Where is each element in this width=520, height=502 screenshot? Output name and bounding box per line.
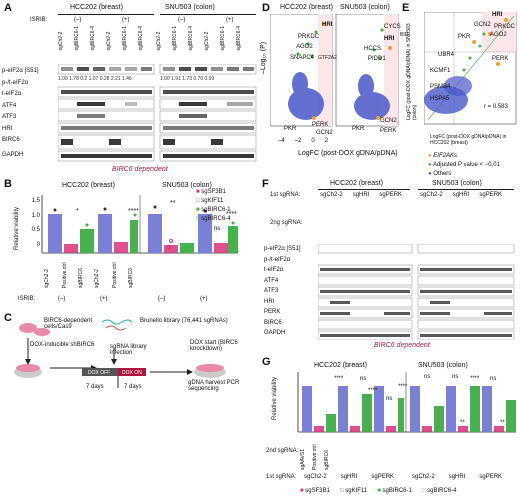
panel-b-chart	[41, 195, 238, 254]
panel-b-xcats: sgCh2-2 Positive ctrl sgBIRC6 sgCh2-2 Po…	[44, 262, 134, 288]
panel-f-footer: BIRC6 dependent	[374, 342, 430, 349]
panel-e-legend: ● EIF2AKs ● Adjusted P value < −0.01 ● O…	[428, 153, 500, 177]
panel-c-schematic	[14, 319, 226, 388]
panel-a-footer: BIRC6 dependent	[112, 166, 168, 173]
panel-a-blots	[58, 64, 257, 162]
panel-f-row-labels: p-eIF2α [S51] p-/t-eIF2α t-eIF2α ATF4 ATF3 H…	[264, 246, 301, 336]
panel-f-blots	[318, 244, 515, 340]
panel-g-xcats: sgAAVS1 Positive ctrl sgBIRC6	[300, 444, 330, 470]
panel-g-legend: ■ sgSF3B1 □ sgKIF11 ■ sgBIRC6-1 □ sgBIRC…	[300, 488, 457, 494]
panel-a-group2: SNU503 (colon)	[165, 4, 215, 11]
panel-a-isrib: ISRIB:	[30, 17, 48, 23]
panel-a-lane-labels: sgCh2-2 sgBIRC6-1 sgBIRC6-4 sgCh2-2 sgBI…	[58, 26, 242, 51]
panel-a-label: A	[4, 2, 12, 14]
panel-d-volcano	[270, 14, 399, 127]
panel-e-label: E	[402, 2, 410, 14]
panel-b-label: B	[4, 178, 12, 190]
panel-c-label: C	[4, 312, 12, 324]
panel-e-scatter	[424, 12, 517, 125]
panel-a-group1: HCC202 (breast)	[70, 4, 123, 11]
panel-b-ylabel: Relative viability	[14, 206, 20, 250]
panel-g-chart	[297, 372, 516, 433]
panel-a-row-labels: p-eIF2α [S51] p-/t-eIF2α t-eIF2α ATF4 AT…	[2, 68, 39, 158]
panel-g-label: G	[262, 356, 271, 368]
panel-d-label: D	[262, 2, 270, 14]
panel-f-label: F	[262, 178, 269, 190]
panel-b-legend: ■ sgSF3B1 □ sgKIF11 ■ sgBIRC6-1 □ sgBIRC…	[196, 189, 231, 222]
